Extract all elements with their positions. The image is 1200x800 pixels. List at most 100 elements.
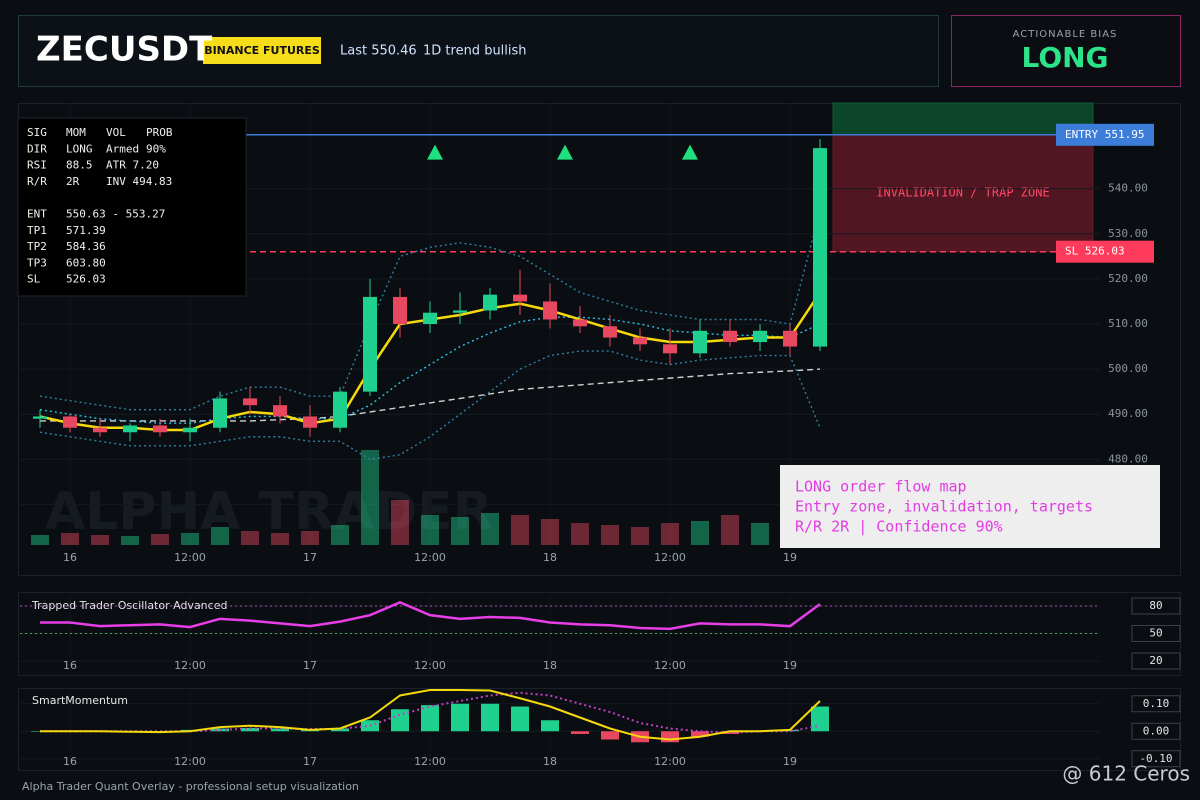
volume-bar [691, 521, 709, 545]
candle-body [783, 330, 797, 347]
info-cell: 526.03 [66, 273, 106, 286]
info-table: SIG MOM VOL PROB DIR LONG Armed 90% RSI 88.5 ATR 7… [27, 126, 173, 286]
x-tick-label: 16 [63, 755, 77, 768]
info-cell: TP2 [27, 240, 47, 253]
volume-bar [211, 527, 229, 545]
x-tick-label: 18 [543, 755, 557, 768]
signal-marker [557, 144, 573, 160]
annotation-line: R/R 2R | Confidence 90% [795, 518, 1003, 536]
info-cell: TP1 [27, 224, 47, 237]
annotation: LONG order flow map Entry zone, invalidat… [795, 478, 1093, 536]
symbol: ZECUSDT [36, 30, 213, 70]
info-cell: VOL [106, 126, 126, 139]
y-tick-label: 0.10 [1143, 697, 1170, 710]
x-tick-label: 12:00 [654, 551, 686, 564]
info-box [17, 117, 247, 297]
candle-body [543, 301, 557, 320]
info-cell: RSI [27, 159, 47, 172]
y-tick-label: 520.00 [1108, 272, 1148, 285]
indicator-line [40, 368, 821, 422]
x-tick-label: 12:00 [174, 659, 206, 672]
momentum-bar [331, 728, 349, 732]
volume-bar [451, 517, 469, 545]
momentum-bar [811, 706, 829, 732]
indicator-line [39, 316, 821, 424]
volume-bar [181, 533, 199, 545]
info-cell: SL [27, 273, 41, 286]
info-cell: 2R [66, 175, 80, 188]
y-tick-label: 20 [1149, 654, 1162, 667]
momentum-bar [421, 705, 439, 732]
header-panel [18, 15, 939, 87]
y-tick-label: 540.00 [1108, 182, 1148, 195]
momentum-bar [721, 731, 739, 734]
y-tick-label: 490.00 [1108, 407, 1148, 420]
info-cell: ATR 7.20 [106, 159, 159, 172]
candle-body [303, 416, 317, 428]
volume-bar [151, 534, 169, 545]
x-tick-label: 18 [543, 551, 557, 564]
candle-body [723, 330, 737, 343]
info-cell: ENT [27, 208, 47, 221]
x-tick-label: 12:00 [654, 755, 686, 768]
candle-body [453, 310, 467, 313]
y-tick-label: 50 [1149, 627, 1162, 640]
volume-bar [361, 450, 379, 545]
info-cell: 88.5 [66, 159, 93, 172]
annotation-line: LONG order flow map [795, 478, 967, 496]
x-tick-label: 17 [303, 551, 317, 564]
candle-body [123, 425, 137, 433]
zone [832, 102, 1094, 136]
x-tick-label: 17 [303, 659, 317, 672]
candle-body [633, 337, 647, 345]
candle-body [363, 296, 377, 392]
volume-bar [661, 523, 679, 545]
volume-bar [421, 515, 439, 545]
y-tick-label: -0.10 [1139, 752, 1172, 765]
info-cell: LONG [66, 142, 93, 155]
info-cell: INV 494.83 [106, 175, 172, 188]
x-tick-label: 12:00 [414, 659, 446, 672]
y-tick-label: 0.00 [1143, 724, 1170, 737]
momentum-bar [481, 703, 499, 732]
y-tick-label: 530.00 [1108, 227, 1148, 240]
info-cell: PROB [146, 126, 173, 139]
candle-body [33, 416, 47, 419]
info-cell: SIG [27, 126, 47, 139]
volume-bar [271, 533, 289, 545]
bias-label: ACTIONABLE BIAS [1013, 29, 1118, 40]
x-tick-label: 19 [783, 551, 797, 564]
candle-body [603, 326, 617, 338]
momentum-bar [661, 731, 679, 743]
signal-marker [682, 144, 698, 160]
level-label: ENTRY 551.95 [1065, 128, 1144, 141]
candle-body [333, 391, 347, 428]
candle-body [663, 344, 677, 354]
candle-body [693, 330, 707, 354]
y-tick-label: 510.00 [1108, 317, 1148, 330]
momentum-bar [601, 731, 619, 740]
indicator-line [39, 350, 821, 461]
x-tick-label: 12:00 [174, 551, 206, 564]
annotation-line: Entry zone, invalidation, targets [795, 498, 1093, 516]
candle-body [63, 416, 77, 428]
candle-body [753, 330, 767, 343]
candle-body [393, 296, 407, 324]
chart-layer: INVALIDATION / TRAP ZONE470.00480.00490.… [20, 102, 1181, 768]
candle-body [93, 427, 107, 433]
momentum-bar [451, 703, 469, 732]
y-tick-box [1131, 652, 1181, 670]
candle-body [243, 398, 257, 406]
info-cell: 603.80 [66, 256, 106, 269]
x-tick-label: 16 [63, 659, 77, 672]
volume-bar [121, 536, 139, 545]
last-price: Last 550.46 [340, 44, 417, 59]
indicator-line [39, 211, 821, 411]
info-cell: 550.63 - 553.27 [66, 208, 165, 221]
signal-marker [427, 144, 443, 160]
info-cell: 571.39 [66, 224, 106, 237]
x-tick-label: 16 [63, 551, 77, 564]
candle-body [813, 148, 827, 347]
y-tick-box [1131, 750, 1181, 768]
